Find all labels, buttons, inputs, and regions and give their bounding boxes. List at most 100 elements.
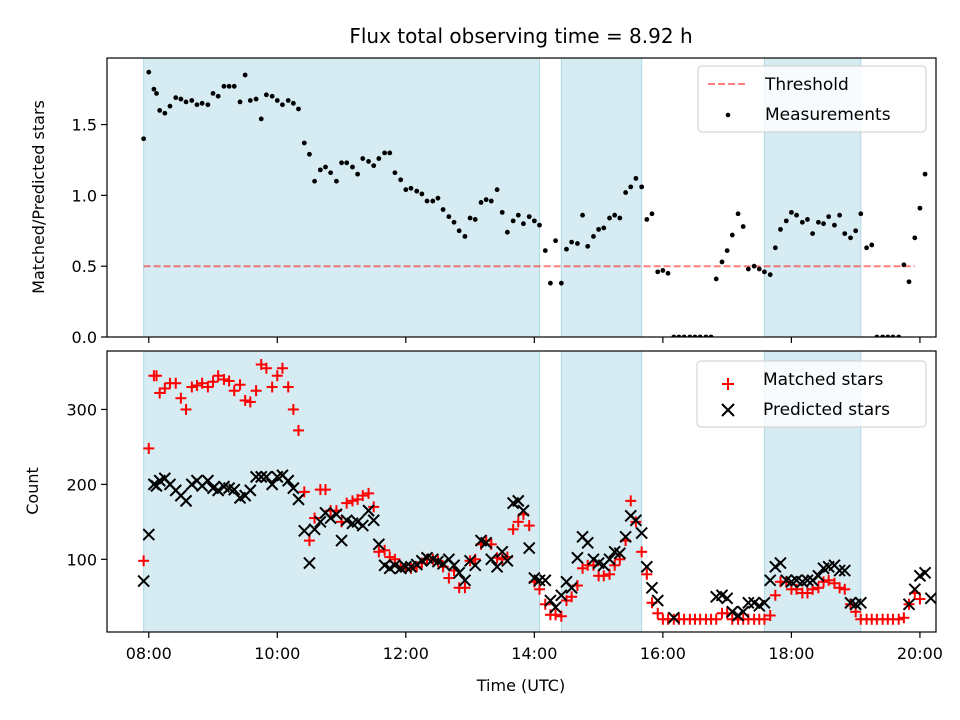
predicted-star-point — [362, 504, 375, 517]
predicted-star-point — [308, 523, 321, 536]
measurement-point — [864, 245, 869, 251]
matched-star-point — [818, 576, 830, 588]
predicted-star-point — [469, 559, 482, 572]
measurement-point — [263, 92, 269, 98]
measurement-point — [558, 280, 564, 286]
measurement-point — [167, 103, 173, 109]
y-tick-label: 0.5 — [72, 257, 97, 276]
measurement-point — [162, 110, 168, 116]
measurement-point — [585, 243, 591, 249]
measurement-point — [778, 226, 783, 232]
measurement-point — [307, 151, 312, 157]
measurement-point — [494, 187, 500, 193]
top-axes-frame — [106, 57, 937, 338]
predicted-star-point — [758, 596, 771, 609]
measurement-point — [633, 175, 639, 181]
measurement-point — [355, 171, 361, 177]
measurement-point — [247, 98, 253, 103]
matched-star-point — [710, 613, 722, 625]
predicted-star-point — [335, 534, 348, 547]
matched-star-point — [764, 610, 776, 622]
shaded-interval-0 — [143, 58, 540, 337]
measurement-point — [360, 156, 366, 161]
matched-star-point — [212, 370, 224, 382]
predicted-star-point — [533, 574, 546, 587]
measurement-point — [665, 270, 671, 276]
measurement-point — [853, 228, 859, 234]
matched-star-point — [228, 385, 240, 397]
matched-star-point — [196, 377, 208, 389]
predicted-star-point — [211, 484, 225, 497]
measurement-point — [569, 239, 575, 245]
legend-threshold-label: Threshold — [764, 75, 849, 95]
measurement-point — [221, 83, 227, 89]
matched-star-point — [636, 546, 648, 558]
matched-star-point — [271, 370, 283, 382]
predicted-star-point — [908, 583, 922, 596]
matched-star-point — [839, 583, 851, 595]
measurement-point — [488, 198, 494, 204]
matched-star-point — [150, 370, 162, 382]
predicted-star-point — [458, 574, 472, 587]
measurement-point — [821, 221, 826, 227]
measurement-point — [253, 96, 259, 102]
measurement-point — [548, 280, 553, 286]
matched-star-point — [898, 612, 910, 624]
measurement-point — [157, 108, 163, 113]
predicted-star-point — [918, 566, 932, 580]
predicted-star-point — [629, 514, 643, 527]
measurement-point — [408, 185, 414, 191]
measurement-point — [815, 219, 821, 225]
matched-star-point — [319, 484, 331, 496]
matched-star-point — [630, 516, 642, 528]
measurement-point — [580, 212, 585, 218]
measurement-point — [591, 234, 596, 239]
measurement-point — [799, 219, 805, 225]
matched-star-point — [914, 593, 926, 605]
matched-star-point — [175, 392, 187, 404]
matched-star-point — [266, 381, 278, 393]
measurement-point — [531, 218, 537, 224]
predicted-star-point — [651, 594, 664, 607]
predicted-star-point — [490, 560, 504, 574]
measurement-point — [906, 279, 912, 285]
predicted-star-point — [763, 574, 777, 587]
matched-star-point — [191, 379, 203, 391]
predicted-star-point — [603, 553, 616, 566]
measurement-point — [537, 222, 542, 228]
measurement-point — [398, 177, 404, 183]
predicted-star-point — [452, 566, 466, 580]
measurement-point — [848, 235, 853, 241]
measurement-point — [601, 225, 607, 231]
matched-star-point — [223, 375, 235, 387]
matched-star-point — [834, 582, 846, 594]
measurement-point — [414, 188, 420, 194]
matched-star-point — [443, 572, 455, 584]
predicted-stars-points — [137, 469, 936, 624]
matched-star-point — [512, 516, 524, 528]
matched-star-point — [180, 403, 192, 415]
measurement-point — [660, 268, 666, 273]
matched-star-point — [260, 362, 272, 374]
predicted-star-point — [801, 574, 814, 587]
x-tick-label: 16:00 — [640, 644, 686, 663]
measurement-point — [290, 100, 296, 106]
predicted-star-point — [720, 592, 734, 605]
predicted-star-point — [549, 601, 562, 614]
predicted-star-point — [282, 474, 295, 487]
top-legend: Threshold Measurements — [697, 65, 927, 133]
measurement-point — [745, 266, 751, 272]
predicted-star-point — [399, 560, 413, 574]
measurement-point — [794, 212, 799, 218]
matched-star-point — [769, 589, 781, 601]
matched-star-point — [282, 381, 294, 393]
predicted-star-point — [249, 470, 263, 484]
predicted-star-point — [447, 559, 461, 572]
measurement-point — [655, 269, 661, 275]
measurement-point — [189, 98, 195, 103]
predicted-star-point — [228, 483, 241, 496]
matched-star-point — [550, 609, 562, 621]
predicted-star-point — [501, 554, 514, 568]
measurement-point — [842, 231, 848, 237]
measurement-point — [231, 83, 237, 89]
